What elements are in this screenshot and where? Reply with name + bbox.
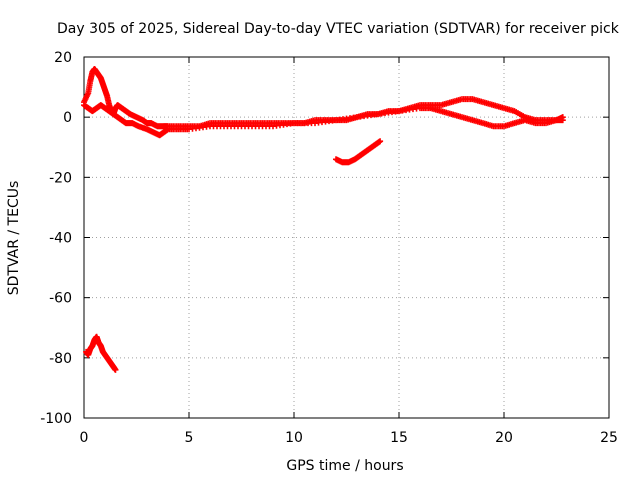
y-tick-label: -40 (49, 231, 72, 247)
x-tick-label: 10 (285, 430, 303, 446)
x-tick-label: 15 (390, 430, 408, 446)
series-main-track-lower (81, 102, 566, 139)
y-axis-label: SDTVAR / TECUs (6, 181, 22, 296)
series-segment-near-minus-80 (83, 333, 119, 373)
data-point (377, 138, 384, 145)
x-tick-label: 5 (185, 430, 194, 446)
data-point (112, 366, 119, 373)
y-tick-label: -20 (49, 170, 72, 186)
x-tick-label: 0 (80, 430, 89, 446)
chart-title: Day 305 of 2025, Sidereal Day-to-day VTE… (57, 21, 620, 37)
x-tick-label: 25 (600, 430, 618, 446)
y-tick-label: -80 (49, 351, 72, 367)
series-segment-near-hour-13 (333, 138, 384, 166)
y-ticks: -100 -80 -60 -40 -20 0 20 (40, 50, 609, 427)
x-axis-label: GPS time / hours (286, 458, 403, 474)
x-tick-label: 20 (495, 430, 513, 446)
y-tick-label: -100 (40, 411, 72, 427)
x-ticks: 0 5 10 15 20 25 (80, 57, 618, 446)
grid (84, 57, 609, 418)
y-tick-label: 20 (54, 50, 72, 66)
y-tick-label: 0 (63, 110, 72, 126)
data-points (81, 66, 566, 373)
y-tick-label: -60 (49, 291, 72, 307)
data-point (559, 117, 566, 124)
